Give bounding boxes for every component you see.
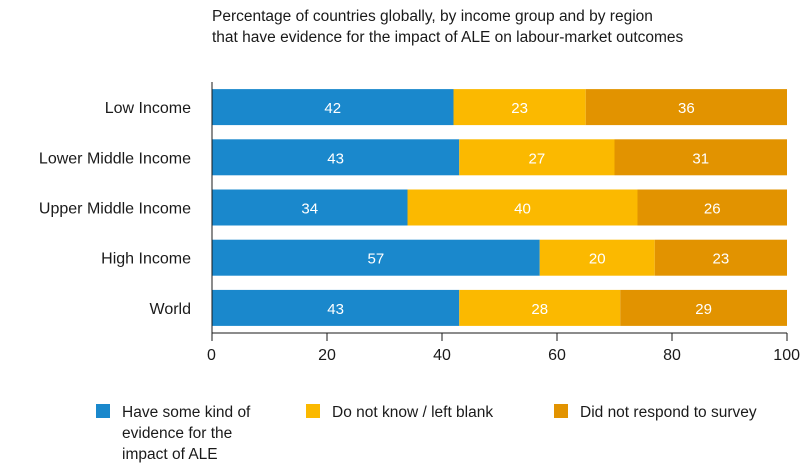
bar-upper-middle-income-series-1 <box>407 189 638 226</box>
data-label-upper-middle-income-series-2: 26 <box>704 201 721 218</box>
category-label-low-income: Low Income <box>105 100 191 117</box>
x-tick-label-20: 20 <box>318 347 336 364</box>
data-label-world-series-2: 29 <box>695 301 712 318</box>
data-label-low-income-series-0: 42 <box>324 100 341 117</box>
data-label-upper-middle-income-series-0: 34 <box>301 201 318 218</box>
x-tick-label-100: 100 <box>773 347 800 364</box>
category-label-lower-middle-income: Lower Middle Income <box>39 150 191 167</box>
legend-swatch-no-response <box>554 404 568 418</box>
category-label-world: World <box>150 301 192 318</box>
bar-world-series-1 <box>459 289 621 326</box>
data-label-lower-middle-income-series-0: 43 <box>327 150 344 167</box>
data-label-low-income-series-1: 23 <box>511 100 528 117</box>
x-tick-label-0: 0 <box>207 347 216 364</box>
category-label-high-income: High Income <box>101 251 191 268</box>
data-label-high-income-series-0: 57 <box>368 251 385 268</box>
bar-low-income-series-0 <box>212 89 454 126</box>
x-tick-label-60: 60 <box>548 347 566 364</box>
data-label-world-series-0: 43 <box>327 301 344 318</box>
data-label-low-income-series-2: 36 <box>678 100 695 117</box>
legend-swatch-evidence <box>96 404 110 418</box>
chart-title: Percentage of countries globally, by inc… <box>212 6 802 48</box>
bar-world-series-0 <box>212 289 460 326</box>
legend-label-evidence: Have some kind of evidence for the impac… <box>122 404 251 463</box>
x-tick-label-40: 40 <box>433 347 451 364</box>
bar-lower-middle-income-series-0 <box>212 139 460 176</box>
bar-high-income-series-2 <box>654 239 787 276</box>
stacked-bar-chart: 42 23 36 43 27 31 34 40 26 57 20 23 43 28 29 Low Incom… <box>39 82 800 364</box>
bar-upper-middle-income-series-2 <box>637 189 787 226</box>
data-label-lower-middle-income-series-2: 31 <box>692 150 709 167</box>
chart-title-line-2: that have evidence for the impact of ALE… <box>212 29 684 46</box>
data-label-world-series-1: 28 <box>531 301 548 318</box>
legend-label-no-response: Did not respond to survey <box>580 404 757 421</box>
data-label-upper-middle-income-series-1: 40 <box>514 201 531 218</box>
category-labels: Low Income Lower Middle Income Upper Middl… <box>39 100 191 318</box>
legend-item-blank: Do not know / left blank <box>306 402 493 423</box>
bar-high-income-series-1 <box>539 239 655 276</box>
bar-high-income-series-0 <box>212 239 540 276</box>
bar-lower-middle-income-series-2 <box>614 139 787 176</box>
bar-low-income-series-1 <box>453 89 586 126</box>
legend-item-no-response: Did not respond to survey <box>554 402 757 423</box>
legend: Have some kind of evidence for the impac… <box>96 402 805 470</box>
chart-title-line-1: Percentage of countries globally, by inc… <box>212 8 653 25</box>
bar-world-series-2 <box>620 289 787 326</box>
x-axis: 0 20 40 60 80 100 <box>207 82 800 364</box>
bar-low-income-series-2 <box>585 89 787 126</box>
legend-swatch-blank <box>306 404 320 418</box>
bar-upper-middle-income-series-0 <box>212 189 408 226</box>
bars-layer: 42 23 36 43 27 31 34 40 26 57 20 23 43 28 29 <box>212 89 787 326</box>
data-label-lower-middle-income-series-1: 27 <box>529 150 546 167</box>
x-tick-label-80: 80 <box>663 347 681 364</box>
legend-item-evidence: Have some kind of evidence for the impac… <box>96 402 250 465</box>
legend-label-blank: Do not know / left blank <box>332 404 494 421</box>
data-label-high-income-series-2: 23 <box>713 251 730 268</box>
data-label-high-income-series-1: 20 <box>589 251 606 268</box>
bar-lower-middle-income-series-1 <box>459 139 615 176</box>
category-label-upper-middle-income: Upper Middle Income <box>39 201 191 218</box>
